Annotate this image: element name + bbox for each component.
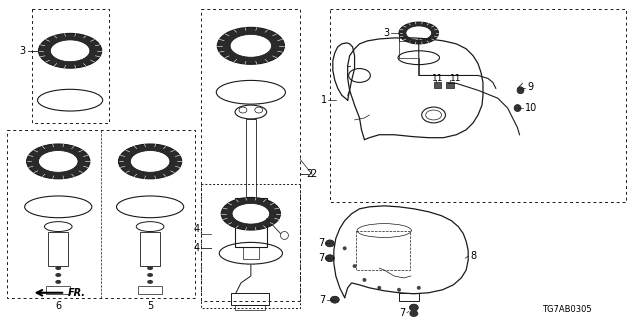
Bar	[31, 9, 109, 123]
Bar	[356, 230, 410, 270]
Bar	[202, 9, 300, 301]
Text: 7: 7	[400, 308, 406, 317]
Ellipse shape	[417, 286, 420, 290]
Text: TG7AB0305: TG7AB0305	[542, 305, 591, 314]
Ellipse shape	[38, 150, 78, 172]
Text: 5: 5	[147, 300, 153, 311]
Bar	[433, 82, 442, 88]
Ellipse shape	[217, 28, 284, 64]
Bar	[246, 119, 256, 198]
Ellipse shape	[118, 144, 182, 179]
Ellipse shape	[221, 197, 280, 230]
Ellipse shape	[147, 266, 153, 270]
Bar	[235, 305, 265, 309]
Ellipse shape	[362, 278, 367, 282]
Text: 2: 2	[310, 169, 316, 179]
Ellipse shape	[342, 246, 347, 250]
Bar	[140, 232, 160, 266]
Ellipse shape	[517, 87, 524, 94]
Text: 4: 4	[193, 224, 200, 234]
Ellipse shape	[410, 310, 419, 317]
Text: 7: 7	[317, 238, 324, 248]
Text: 3: 3	[20, 46, 26, 56]
Bar	[447, 82, 454, 88]
Bar	[202, 184, 300, 308]
Text: 8: 8	[470, 251, 476, 261]
Bar	[49, 232, 68, 266]
Text: 3: 3	[383, 28, 389, 38]
Bar	[243, 247, 259, 259]
Bar	[231, 293, 269, 305]
Bar	[46, 286, 70, 294]
Ellipse shape	[325, 255, 334, 262]
Text: FR.: FR.	[68, 288, 86, 298]
Ellipse shape	[378, 286, 381, 290]
Bar	[399, 293, 419, 301]
Ellipse shape	[330, 296, 339, 303]
Text: 7: 7	[319, 295, 325, 305]
Ellipse shape	[55, 266, 61, 270]
Text: 10: 10	[525, 103, 538, 113]
Text: 6: 6	[55, 300, 61, 311]
Ellipse shape	[232, 204, 269, 224]
Ellipse shape	[131, 150, 170, 172]
Ellipse shape	[397, 288, 401, 292]
Ellipse shape	[147, 273, 153, 277]
Text: 7: 7	[317, 253, 324, 263]
Ellipse shape	[147, 280, 153, 284]
Text: 4: 4	[193, 243, 200, 253]
Ellipse shape	[55, 280, 61, 284]
Ellipse shape	[51, 40, 90, 62]
Ellipse shape	[230, 35, 271, 57]
Text: 2: 2	[306, 169, 312, 179]
Text: 11: 11	[451, 74, 462, 83]
Ellipse shape	[38, 33, 102, 68]
Ellipse shape	[406, 26, 431, 40]
Ellipse shape	[410, 304, 419, 311]
Text: 11: 11	[431, 74, 443, 83]
Bar	[330, 9, 626, 202]
Text: 1: 1	[321, 95, 327, 105]
Bar	[7, 130, 195, 298]
Ellipse shape	[514, 105, 521, 112]
Ellipse shape	[325, 240, 334, 247]
Ellipse shape	[399, 22, 438, 44]
Ellipse shape	[27, 144, 90, 179]
Ellipse shape	[55, 273, 61, 277]
Ellipse shape	[353, 264, 356, 268]
Bar	[235, 198, 267, 247]
Text: 9: 9	[527, 82, 534, 92]
Bar	[138, 286, 162, 294]
